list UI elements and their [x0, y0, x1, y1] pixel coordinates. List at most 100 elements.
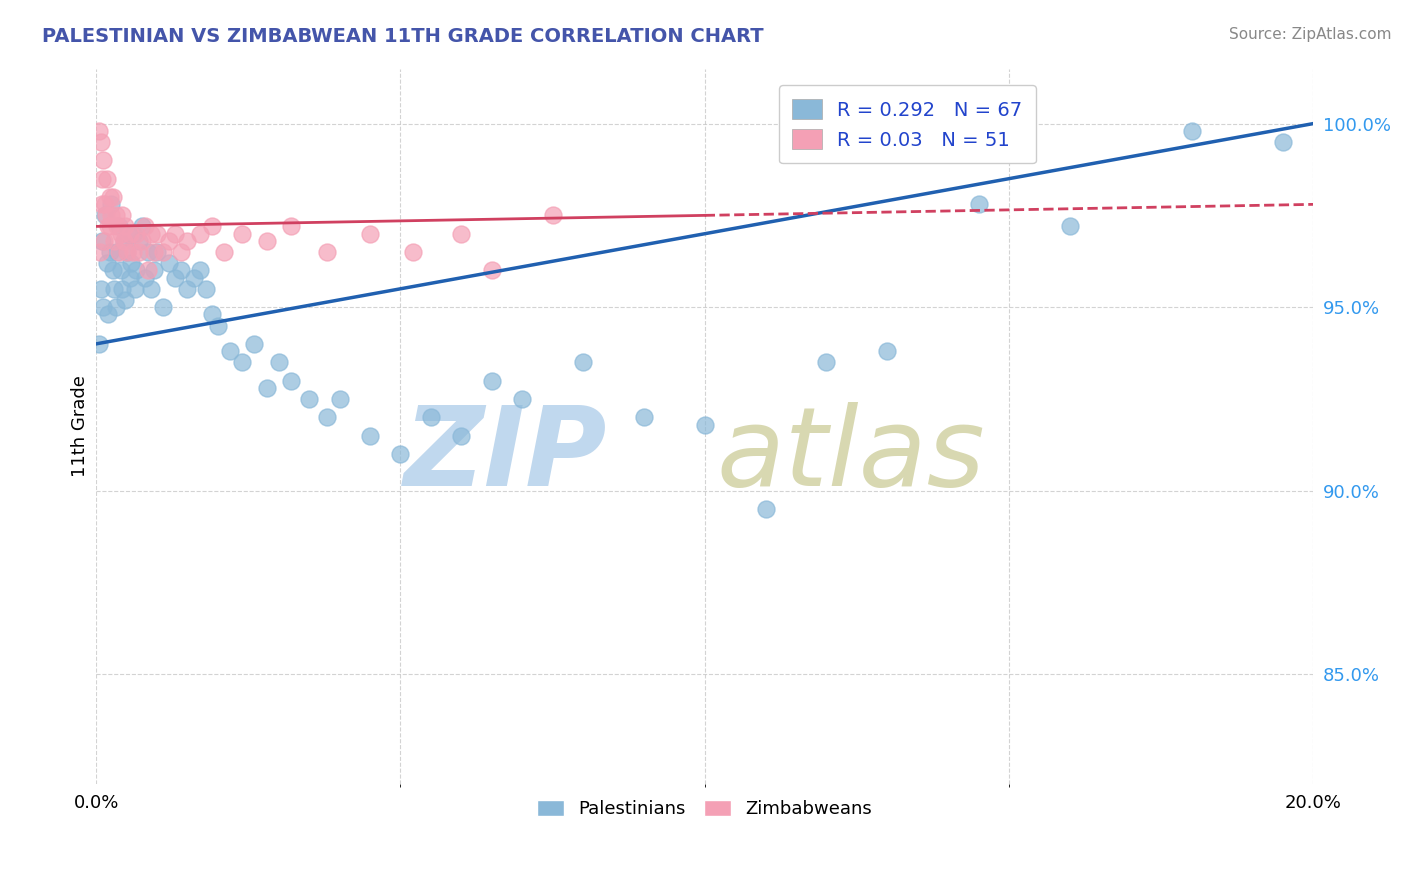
Point	[134, 219, 156, 234]
Point	[103, 190, 125, 204]
Point	[97, 308, 120, 322]
Point	[115, 245, 138, 260]
Point	[89, 245, 111, 260]
Point	[201, 308, 224, 322]
Point	[510, 392, 533, 406]
Point	[121, 245, 143, 260]
Point	[231, 355, 253, 369]
Point	[94, 197, 117, 211]
Point	[194, 282, 217, 296]
Point	[188, 263, 211, 277]
Point	[91, 234, 114, 248]
Point	[114, 293, 136, 307]
Point	[89, 124, 111, 138]
Point	[316, 410, 339, 425]
Point	[1271, 135, 1294, 149]
Point	[98, 245, 121, 260]
Point	[329, 392, 352, 406]
Point	[170, 263, 193, 277]
Point	[94, 208, 117, 222]
Point	[243, 337, 266, 351]
Point	[359, 428, 381, 442]
Point	[146, 245, 169, 260]
Point	[359, 227, 381, 241]
Point	[121, 256, 143, 270]
Point	[267, 355, 290, 369]
Point	[94, 208, 117, 222]
Point	[256, 381, 278, 395]
Point	[170, 245, 193, 260]
Point	[280, 219, 302, 234]
Point	[188, 227, 211, 241]
Point	[401, 245, 423, 260]
Point	[91, 171, 114, 186]
Point	[212, 245, 235, 260]
Y-axis label: 11th Grade: 11th Grade	[72, 376, 89, 477]
Point	[105, 300, 128, 314]
Point	[157, 256, 180, 270]
Point	[298, 392, 321, 406]
Point	[93, 300, 115, 314]
Point	[97, 219, 120, 234]
Point	[93, 234, 115, 248]
Legend: Palestinians, Zimbabweans: Palestinians, Zimbabweans	[530, 793, 880, 825]
Text: atlas: atlas	[717, 401, 986, 508]
Point	[280, 374, 302, 388]
Point	[103, 263, 125, 277]
Point	[105, 208, 128, 222]
Point	[108, 219, 131, 234]
Point	[128, 245, 150, 260]
Point	[90, 135, 112, 149]
Point	[176, 234, 198, 248]
Point	[165, 227, 187, 241]
Point	[98, 190, 121, 204]
Point	[572, 355, 595, 369]
Point	[143, 245, 166, 260]
Point	[125, 263, 148, 277]
Point	[201, 219, 224, 234]
Point	[131, 234, 153, 248]
Point	[157, 234, 180, 248]
Point	[111, 208, 134, 222]
Point	[755, 502, 778, 516]
Point	[118, 227, 141, 241]
Point	[389, 447, 412, 461]
Point	[103, 234, 125, 248]
Point	[90, 282, 112, 296]
Point	[693, 417, 716, 432]
Point	[98, 219, 121, 234]
Point	[183, 270, 205, 285]
Point	[110, 227, 132, 241]
Point	[815, 355, 838, 369]
Point	[219, 344, 242, 359]
Point	[107, 219, 129, 234]
Text: Source: ZipAtlas.com: Source: ZipAtlas.com	[1229, 27, 1392, 42]
Point	[110, 263, 132, 277]
Point	[152, 300, 174, 314]
Point	[124, 282, 146, 296]
Point	[256, 234, 278, 248]
Point	[108, 245, 131, 260]
Point	[131, 219, 153, 234]
Point	[633, 410, 655, 425]
Point	[1059, 219, 1081, 234]
Point	[125, 227, 148, 241]
Point	[316, 245, 339, 260]
Point	[152, 245, 174, 260]
Point	[100, 208, 122, 222]
Point	[481, 263, 503, 277]
Point	[1180, 124, 1202, 138]
Point	[419, 410, 441, 425]
Point	[450, 227, 472, 241]
Text: PALESTINIAN VS ZIMBABWEAN 11TH GRADE CORRELATION CHART: PALESTINIAN VS ZIMBABWEAN 11TH GRADE COR…	[42, 27, 763, 45]
Point	[121, 227, 143, 241]
Point	[139, 227, 162, 241]
Point	[165, 270, 187, 285]
Point	[481, 374, 503, 388]
Point	[128, 234, 150, 248]
Point	[100, 197, 122, 211]
Point	[136, 263, 159, 277]
Point	[93, 153, 115, 168]
Point	[450, 428, 472, 442]
Point	[231, 227, 253, 241]
